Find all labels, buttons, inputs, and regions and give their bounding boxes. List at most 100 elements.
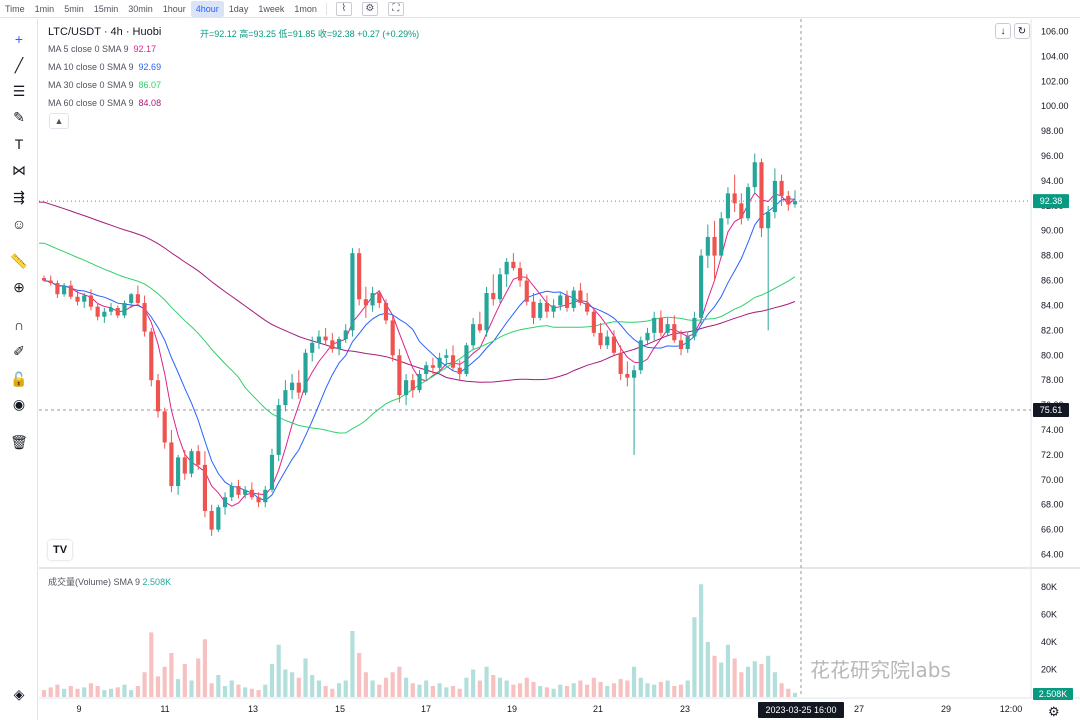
timeframe-4hour[interactable]: 4hour (190, 0, 224, 17)
timeframe-1day[interactable]: 1day (228, 3, 249, 14)
volume-bar (323, 686, 328, 697)
time-tick-label: 12:00 (1000, 704, 1023, 714)
volume-bar (149, 632, 154, 697)
volume-bar (397, 666, 402, 697)
volume-tick-label: 40K (1041, 637, 1057, 647)
candle-body (55, 283, 60, 295)
candle-body (383, 302, 389, 321)
candle-body (538, 302, 543, 318)
timeframe-15min[interactable]: 15min (93, 3, 119, 14)
volume-bar (176, 679, 181, 697)
timeframe-1hour[interactable]: 1hour (162, 3, 186, 14)
candle-body (229, 486, 234, 498)
trend-line-icon[interactable]: ╱ (14, 56, 24, 73)
price-tick-label: 70.00 (1041, 475, 1064, 485)
price-tick-label: 106.00 (1041, 26, 1069, 36)
collapse-legend-button[interactable]: ▲ (49, 113, 69, 129)
volume-bar (383, 677, 389, 697)
candle-body (209, 510, 214, 530)
brush-icon[interactable]: ✎ (13, 108, 25, 125)
candle-body (678, 340, 684, 350)
candle-body (551, 305, 556, 312)
candle-body (471, 324, 476, 346)
indicator-settings-icon[interactable]: ⚙ (361, 1, 378, 16)
candle-body (672, 324, 677, 341)
candle-body (222, 497, 228, 508)
timeframe-1min[interactable]: 1min (34, 3, 55, 14)
download-button[interactable]: ↓ (995, 23, 1011, 39)
candle-body (363, 299, 368, 306)
price-tick-label: 100.00 (1041, 101, 1069, 111)
timeframe-1week[interactable]: 1week (258, 3, 285, 14)
volume-tick-label: 20K (1041, 665, 1057, 675)
lock-drawing-icon[interactable]: ✐ (13, 342, 25, 359)
legend-ma60[interactable]: MA 60 close 0 SMA 9 84.08 (48, 98, 162, 108)
volume-bar (464, 677, 469, 697)
candle-body (256, 497, 261, 503)
fullscreen-icon[interactable]: ⛶ (387, 1, 404, 16)
watermark: 花花研究院labs (810, 658, 951, 682)
candle-body (41, 278, 47, 281)
timeframe-1mon[interactable]: 1mon (294, 3, 317, 14)
volume-bar (316, 680, 321, 697)
candle-body (504, 261, 509, 275)
volume-bar (618, 679, 623, 697)
magnet-icon[interactable]: ∩ (13, 317, 25, 333)
candle-body (303, 352, 308, 393)
timeframe-30min[interactable]: 30min (128, 3, 153, 14)
ma60-line (39, 201, 796, 383)
volume-bar (296, 677, 301, 697)
candle-body (437, 357, 442, 368)
timeframe-5min[interactable]: 5min (64, 3, 84, 14)
candle-body (585, 302, 590, 312)
candle-body (625, 373, 630, 378)
volume-bar (551, 688, 556, 697)
volume-legend[interactable]: 成交量(Volume) SMA 9 2.508K (48, 577, 172, 587)
horizontal-lines-icon[interactable]: ☰ (12, 82, 26, 99)
candle-body (377, 293, 382, 303)
candle-body (115, 307, 120, 316)
text-icon[interactable]: T (14, 136, 24, 152)
last-price-badge (1033, 194, 1069, 209)
legend-ma10[interactable]: MA 10 close 0 SMA 9 92.69 (48, 62, 162, 72)
candle-body (524, 280, 529, 302)
reset-view-button[interactable]: ↻ (1014, 23, 1030, 39)
chart-type-icon[interactable]: ⌇ (335, 1, 352, 16)
candle-body (236, 486, 241, 495)
eye-icon[interactable]: ◉ (12, 395, 26, 412)
fib-icon[interactable]: ⇶ (13, 188, 25, 205)
ruler-icon[interactable]: 📏 (10, 252, 28, 269)
gear-icon[interactable]: ⚙ (1048, 704, 1060, 719)
price-tick-label: 82.00 (1041, 325, 1064, 335)
volume-bar (504, 680, 509, 697)
volume-tick-label: 80K (1041, 582, 1057, 592)
price-tick-label: 64.00 (1041, 550, 1064, 560)
tradingview-logo[interactable]: TV (48, 540, 72, 560)
price-tick-label: 102.00 (1041, 76, 1069, 86)
candle-body (450, 355, 456, 368)
candle-body (739, 203, 744, 219)
lock-icon[interactable]: 🔓 (10, 370, 28, 387)
pattern-icon[interactable]: ⋈ (12, 161, 26, 178)
volume-bar (471, 669, 476, 697)
candle-body (772, 180, 777, 213)
zoom-in-icon[interactable]: ⊕ (13, 278, 25, 295)
layers-icon[interactable]: ◈ (13, 685, 25, 702)
candle-body (725, 193, 731, 219)
time-tick-label: 13 (248, 704, 258, 714)
legend-ma5[interactable]: MA 5 close 0 SMA 9 92.17 (48, 44, 157, 54)
price-tick-label: 88.00 (1041, 251, 1064, 261)
crosshair-icon[interactable]: + (14, 31, 24, 47)
timeframe-time[interactable]: Time (5, 3, 25, 14)
volume-bar (752, 661, 757, 697)
volume-bar (162, 666, 167, 697)
volume-bar (631, 666, 637, 697)
legend-ma30[interactable]: MA 30 close 0 SMA 9 86.07 (48, 80, 162, 90)
trash-icon[interactable]: 🗑 (10, 433, 28, 450)
ohlc-readout: 开=92.12 高=93.25 低=91.85 收=92.38 +0.27 (+… (200, 29, 420, 39)
emoji-icon[interactable]: ☺ (11, 216, 27, 232)
candle-body (283, 390, 288, 406)
candle-body (531, 301, 536, 318)
